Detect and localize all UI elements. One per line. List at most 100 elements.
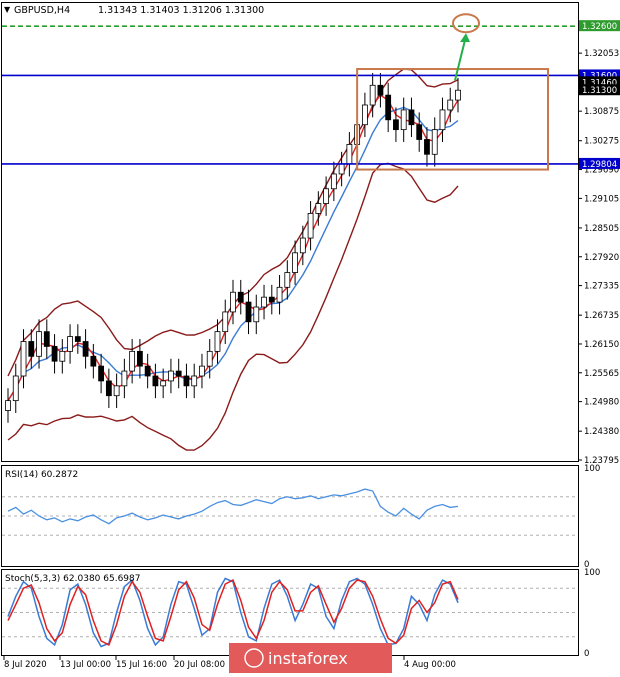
- price-tick-label: 1.29105: [584, 194, 619, 204]
- candle-body: [377, 84, 384, 96]
- level-price-tag: [579, 20, 620, 32]
- target-circle: [452, 13, 480, 34]
- candle-body: [276, 286, 283, 303]
- consolidation-box: [356, 68, 550, 171]
- candle-body: [292, 252, 298, 273]
- candle-body: [98, 365, 105, 382]
- candle-body: [90, 355, 97, 367]
- price-tick-label: 1.27335: [584, 282, 619, 292]
- candle-body: [253, 306, 260, 323]
- rsi-tick-label: 100: [584, 464, 600, 474]
- candle-body: [268, 296, 275, 303]
- watermark-text: instaforex: [268, 649, 348, 668]
- candle-body: [338, 163, 345, 175]
- candle-body: [431, 129, 438, 155]
- candle-body: [59, 350, 66, 362]
- candle-body: [199, 365, 205, 377]
- current-price-label: 1.31460: [582, 78, 617, 88]
- candle-body: [136, 350, 143, 367]
- stoch-plot[interactable]: [2, 577, 578, 648]
- watermark-bg: [229, 643, 392, 673]
- candle-body: [168, 370, 174, 382]
- candle-body: [129, 350, 136, 372]
- candle-body: [144, 365, 151, 377]
- candle-body: [191, 375, 198, 387]
- main-pane-frame: [1, 2, 579, 462]
- candle-body: [447, 99, 454, 111]
- time-tick-label: 20 Jul 08:00: [174, 660, 225, 670]
- rsi-plot[interactable]: [2, 488, 578, 536]
- price-tick-label: 1.32053: [584, 49, 619, 59]
- candle-body: [346, 144, 353, 165]
- stoch-tick-label: 0: [584, 649, 589, 659]
- target-arrow-line: [454, 35, 467, 81]
- time-axis: 8 Jul 2020 13 Jul 00:00 15 Jul 16:00 20 Jul…: [3, 656, 456, 670]
- watermark-logo-icon: [244, 648, 264, 668]
- candle-body: [369, 84, 376, 106]
- rsi-label: RSI(14) 60.2872: [5, 470, 78, 480]
- candle-body: [284, 272, 291, 288]
- header-ohlc: 1.31343 1.31403 1.31206 1.31300: [98, 5, 264, 16]
- price-tick-label: 1.25565: [584, 369, 619, 379]
- candle-body: [20, 341, 27, 377]
- candle-body: [424, 139, 430, 155]
- main-plot[interactable]: [2, 13, 578, 451]
- current-price-tag: [579, 84, 620, 96]
- price-tick-label: 1.30875: [584, 107, 619, 117]
- candle-body: [330, 173, 337, 190]
- candle-body: [261, 296, 267, 308]
- candle-body: [230, 291, 236, 313]
- candle-body: [5, 400, 11, 411]
- header-symbol: GBPUSD,H4: [14, 5, 70, 16]
- candle-body: [245, 301, 252, 323]
- price-axis: 1.32053 1.30875 1.30275 1.29690 1.29105 1.285…: [578, 20, 620, 659]
- candle-body: [393, 119, 399, 131]
- time-tick-label: 4 Aug 00:00: [404, 660, 456, 670]
- price-tick-label: 1.26150: [584, 340, 619, 350]
- candle-body: [361, 104, 368, 126]
- price-tick-label: 1.28505: [584, 224, 619, 234]
- candle-body: [105, 380, 112, 397]
- candle-body: [206, 350, 213, 367]
- rsi-line: [7, 488, 459, 525]
- candle-body: [43, 331, 50, 347]
- candle-body: [28, 341, 35, 357]
- candle-body: [67, 336, 73, 352]
- candle-body: [315, 203, 322, 214]
- candle-body: [299, 237, 306, 254]
- candle-body: [214, 331, 221, 352]
- candle-body: [222, 311, 229, 333]
- collapse-triangle-icon[interactable]: ▼: [4, 5, 11, 14]
- candle-body: [12, 375, 19, 402]
- candle-body: [323, 188, 330, 204]
- price-tick-label: 1.24380: [584, 427, 619, 437]
- stoch-tick-label: 100: [584, 568, 600, 578]
- candle-body: [74, 336, 81, 342]
- level-price-label: 1.32600: [582, 22, 617, 32]
- stoch-signal-line: [7, 579, 459, 646]
- level-price-tag: [579, 69, 620, 81]
- rsi-tick-label: 0: [584, 560, 589, 570]
- candle-body: [175, 370, 182, 377]
- price-tick-label: 1.27920: [584, 253, 619, 263]
- candle-body: [416, 124, 423, 140]
- price-tick-label: 1.23795: [584, 456, 619, 466]
- candle-body: [51, 346, 58, 362]
- price-tick-label: 1.24980: [584, 398, 619, 408]
- candle-body: [237, 291, 244, 303]
- candle-body: [82, 341, 89, 357]
- candle-body: [183, 375, 190, 387]
- level-price-tag: [579, 157, 620, 169]
- candle-body: [385, 94, 392, 121]
- candle-body: [121, 370, 128, 387]
- candle-body: [400, 109, 407, 131]
- time-tick-label: 15 Jul 16:00: [116, 660, 167, 670]
- candle-body: [439, 109, 446, 131]
- target-arrow-head: [460, 33, 470, 42]
- time-tick-label: 8 Jul 2020: [4, 660, 47, 670]
- candle-body: [36, 331, 42, 357]
- level-price-label: 1.29804: [582, 160, 617, 170]
- price-tick-label: 1.29690: [584, 166, 619, 176]
